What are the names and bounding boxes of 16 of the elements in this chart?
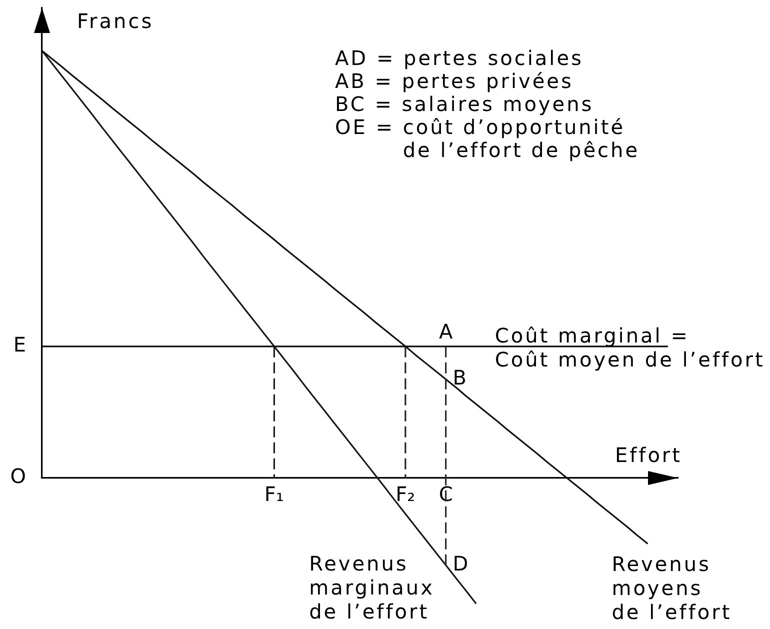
annotation: D — [452, 551, 470, 576]
series-label: Revenus marginaux de l’effort — [309, 552, 434, 624]
series-label: Revenus moyens de l’effort — [612, 552, 732, 624]
annotation: A — [438, 320, 455, 344]
series-label: Coût marginal = Coût moyen de l’effort — [494, 323, 765, 372]
x-tick-label: F₂ — [396, 482, 416, 506]
annotation: AD = pertes sociales — [335, 46, 584, 70]
annotation: AB = pertes privées — [335, 69, 574, 93]
x-tick-label: F₁ — [264, 482, 284, 506]
annotation: BC = salaires moyens — [335, 92, 594, 116]
text: E — [13, 332, 28, 357]
y-axis-title: Francs — [77, 9, 154, 33]
text: O — [10, 464, 28, 488]
annotation: OE = coût d’opportunité de l’effort de pêche — [335, 115, 640, 162]
x-axis-title: Effort — [614, 443, 682, 467]
annotation: B — [452, 366, 469, 390]
